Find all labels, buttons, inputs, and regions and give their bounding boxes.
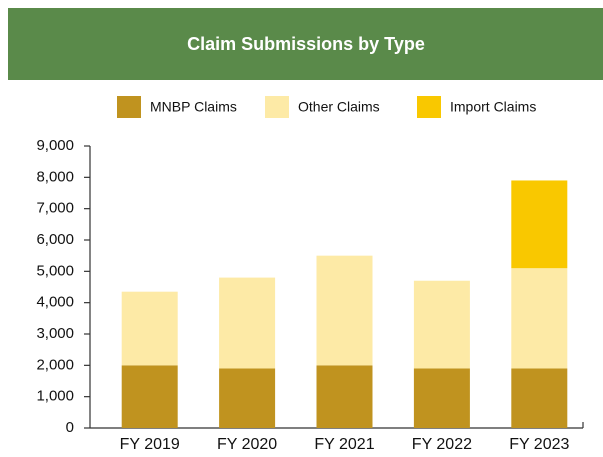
- legend-label: MNBP Claims: [150, 99, 237, 115]
- bar-segment: [219, 277, 276, 369]
- bar-segment: [413, 368, 470, 428]
- y-tick-label: 8,000: [36, 168, 74, 185]
- legend-swatch: [265, 96, 289, 118]
- bar-segment: [316, 255, 373, 366]
- legend-label: Import Claims: [450, 99, 536, 115]
- bar-segment: [219, 368, 276, 428]
- legend-swatch: [417, 96, 441, 118]
- bar-segment: [413, 280, 470, 369]
- x-tick-label: FY 2021: [314, 436, 374, 453]
- bar-segment: [511, 368, 568, 428]
- legend-swatch: [117, 96, 141, 118]
- y-tick-label: 2,000: [36, 356, 74, 373]
- y-tick-label: 0: [66, 419, 74, 436]
- chart-title: Claim Submissions by Type: [187, 34, 425, 54]
- bar-segment: [316, 365, 373, 428]
- x-tick-label: FY 2020: [217, 436, 277, 453]
- y-tick-label: 4,000: [36, 294, 74, 311]
- x-tick-label: FY 2023: [509, 436, 569, 453]
- bar-segment: [121, 291, 178, 366]
- bar-segment: [511, 268, 568, 369]
- x-tick-label: FY 2022: [412, 436, 472, 453]
- bar-segment: [121, 365, 178, 428]
- y-tick-label: 9,000: [36, 137, 74, 154]
- legend-label: Other Claims: [298, 99, 380, 115]
- y-tick-label: 3,000: [36, 325, 74, 342]
- title-band: [8, 8, 603, 80]
- y-tick-label: 6,000: [36, 231, 74, 248]
- y-tick-label: 7,000: [36, 200, 74, 217]
- x-tick-label: FY 2019: [120, 436, 180, 453]
- y-tick-label: 5,000: [36, 262, 74, 279]
- bar-segment: [511, 180, 568, 269]
- y-tick-label: 1,000: [36, 388, 74, 405]
